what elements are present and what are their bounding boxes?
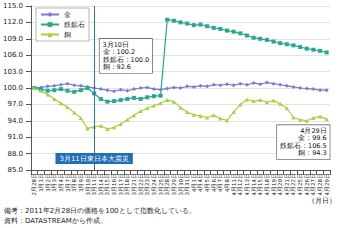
svg-text:4月5日: 4月5日 <box>204 173 210 192</box>
svg-text:4月13日: 4月13日 <box>244 173 250 196</box>
svg-text:4月14日: 4月14日 <box>251 173 257 196</box>
svg-text:3月15日: 3月15日 <box>104 173 110 196</box>
svg-text:鉄鉱石: 鉄鉱石 <box>64 21 85 29</box>
svg-text:3月1日: 3月1日 <box>38 173 44 192</box>
svg-text:4月19日: 4月19日 <box>271 173 277 196</box>
svg-text:3月11日: 3月11日 <box>91 173 97 196</box>
svg-text:4月21日: 4月21日 <box>284 173 290 196</box>
svg-text:鉄鉱石：100.0: 鉄鉱石：100.0 <box>102 55 150 64</box>
svg-text:94.0: 94.0 <box>7 117 23 125</box>
svg-text:4月18日: 4月18日 <box>264 173 270 196</box>
svg-text:3月7日: 3月7日 <box>65 173 71 192</box>
svg-text:3月31日: 3月31日 <box>184 173 190 196</box>
svg-text:（月日）: （月日） <box>308 197 336 205</box>
svg-text:金：99.6: 金：99.6 <box>298 134 327 143</box>
svg-text:88.0: 88.0 <box>7 150 23 158</box>
svg-text:4月25日: 4月25日 <box>297 173 303 196</box>
svg-text:109.0: 109.0 <box>3 35 23 43</box>
svg-text:銅: 銅 <box>64 31 71 39</box>
svg-text:3月14日: 3月14日 <box>98 173 104 196</box>
svg-text:4月27日: 4月27日 <box>310 173 316 196</box>
svg-text:3月4日: 3月4日 <box>58 173 64 192</box>
svg-text:4月1日: 4月1日 <box>191 173 197 192</box>
svg-text:4月12日: 4月12日 <box>237 173 243 196</box>
svg-text:4月22日: 4月22日 <box>290 173 296 196</box>
svg-text:4月20日: 4月20日 <box>277 173 283 196</box>
svg-text:備考：2011年2月28日の価格を100として指数化している: 備考：2011年2月28日の価格を100として指数化している。 <box>4 207 196 215</box>
svg-text:3月10日: 3月10日 <box>102 40 129 49</box>
svg-text:4月4日: 4月4日 <box>197 173 203 192</box>
svg-text:4月8日: 4月8日 <box>224 173 230 192</box>
svg-text:4月11日: 4月11日 <box>231 173 237 196</box>
svg-text:4月29日: 4月29日 <box>324 173 330 196</box>
svg-text:3月23日: 3月23日 <box>144 173 150 196</box>
svg-text:資料：DATASTREAMから作成。: 資料：DATASTREAMから作成。 <box>4 217 107 225</box>
svg-text:鉄鉱石：106.5: 鉄鉱石：106.5 <box>280 141 327 150</box>
svg-text:100.0: 100.0 <box>3 84 23 92</box>
svg-text:3月28日: 3月28日 <box>164 173 170 196</box>
svg-text:3月18日: 3月18日 <box>124 173 130 196</box>
svg-text:3月8日: 3月8日 <box>71 173 77 192</box>
svg-text:103.0: 103.0 <box>3 68 23 76</box>
svg-text:4月15日: 4月15日 <box>257 173 263 196</box>
svg-text:3月30日: 3月30日 <box>178 173 184 196</box>
svg-text:106.0: 106.0 <box>3 51 23 59</box>
svg-text:4月6日: 4月6日 <box>211 173 217 192</box>
svg-text:112.0: 112.0 <box>3 18 23 26</box>
svg-text:銅：92.6: 銅：92.6 <box>103 63 131 71</box>
svg-text:3月9日: 3月9日 <box>78 173 84 192</box>
svg-text:4月28日: 4月28日 <box>317 173 323 196</box>
svg-text:3月25日: 3月25日 <box>158 173 164 196</box>
svg-text:91.0: 91.0 <box>7 133 23 141</box>
svg-text:97.0: 97.0 <box>7 100 23 108</box>
svg-text:3月21日: 3月21日 <box>131 173 137 196</box>
svg-text:金: 金 <box>64 11 71 19</box>
svg-text:3月17日: 3月17日 <box>118 173 124 196</box>
svg-text:3月10日: 3月10日 <box>85 173 91 196</box>
svg-text:85.0: 85.0 <box>7 166 23 174</box>
svg-text:3月22日: 3月22日 <box>138 173 144 196</box>
svg-text:115.0: 115.0 <box>3 2 23 10</box>
svg-text:3月24日: 3月24日 <box>151 173 157 196</box>
svg-text:3月29日: 3月29日 <box>171 173 177 196</box>
svg-text:2月28日: 2月28日 <box>31 173 37 196</box>
svg-text:4月7日: 4月7日 <box>217 173 223 192</box>
svg-text:3月16日: 3月16日 <box>111 173 117 196</box>
svg-text:4月29日: 4月29日 <box>300 126 327 135</box>
svg-text:4月26日: 4月26日 <box>304 173 310 196</box>
svg-text:3月3日: 3月3日 <box>51 173 57 192</box>
svg-text:金：100.2: 金：100.2 <box>102 48 136 57</box>
svg-text:3月2日: 3月2日 <box>45 173 51 192</box>
svg-text:3月11日東日本大震災: 3月11日東日本大震災 <box>59 155 128 163</box>
svg-text:銅：94.3: 銅：94.3 <box>298 149 326 157</box>
